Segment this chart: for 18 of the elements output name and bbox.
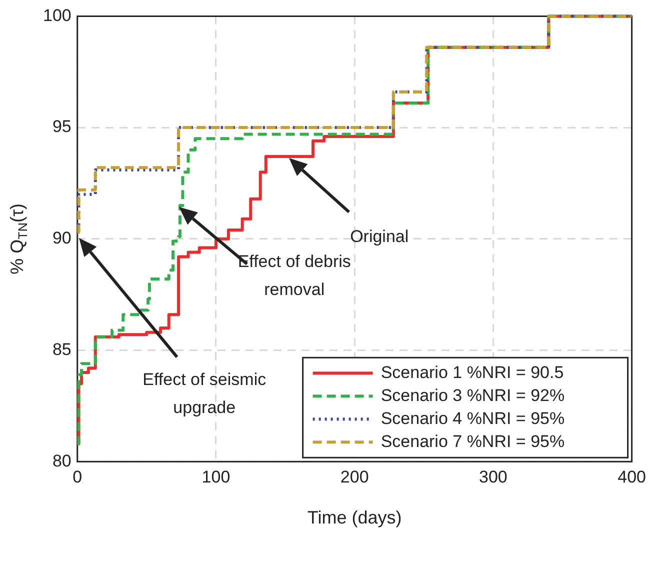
x-tick-label: 0 xyxy=(72,467,82,486)
y-tick-label: 100 xyxy=(42,6,72,25)
x-tick-label: 100 xyxy=(202,467,230,486)
x-axis-title: Time (days) xyxy=(307,508,402,528)
x-tick-label: 300 xyxy=(479,467,508,486)
legend-label: Scenario 1 %NRI = 90.5 xyxy=(380,362,564,382)
y-tick-label: 90 xyxy=(52,228,72,248)
x-tick-label: 400 xyxy=(618,467,646,486)
legend-label: Scenario 4 %NRI = 95% xyxy=(380,408,565,428)
x-tick-label: 200 xyxy=(340,467,369,486)
annotation: Original xyxy=(350,226,409,246)
y-tick-label: 95 xyxy=(52,117,72,136)
legend-label: Scenario 7 %NRI = 95% xyxy=(380,432,565,451)
y-tick-label: 80 xyxy=(52,451,72,470)
annotation: Effect of seismic upgrade xyxy=(142,370,267,417)
legend-label: Scenario 3 %NRI = 92% xyxy=(380,386,565,405)
y-axis-title: % QTN(τ) xyxy=(6,203,30,274)
y-tick-label: 85 xyxy=(52,340,72,359)
